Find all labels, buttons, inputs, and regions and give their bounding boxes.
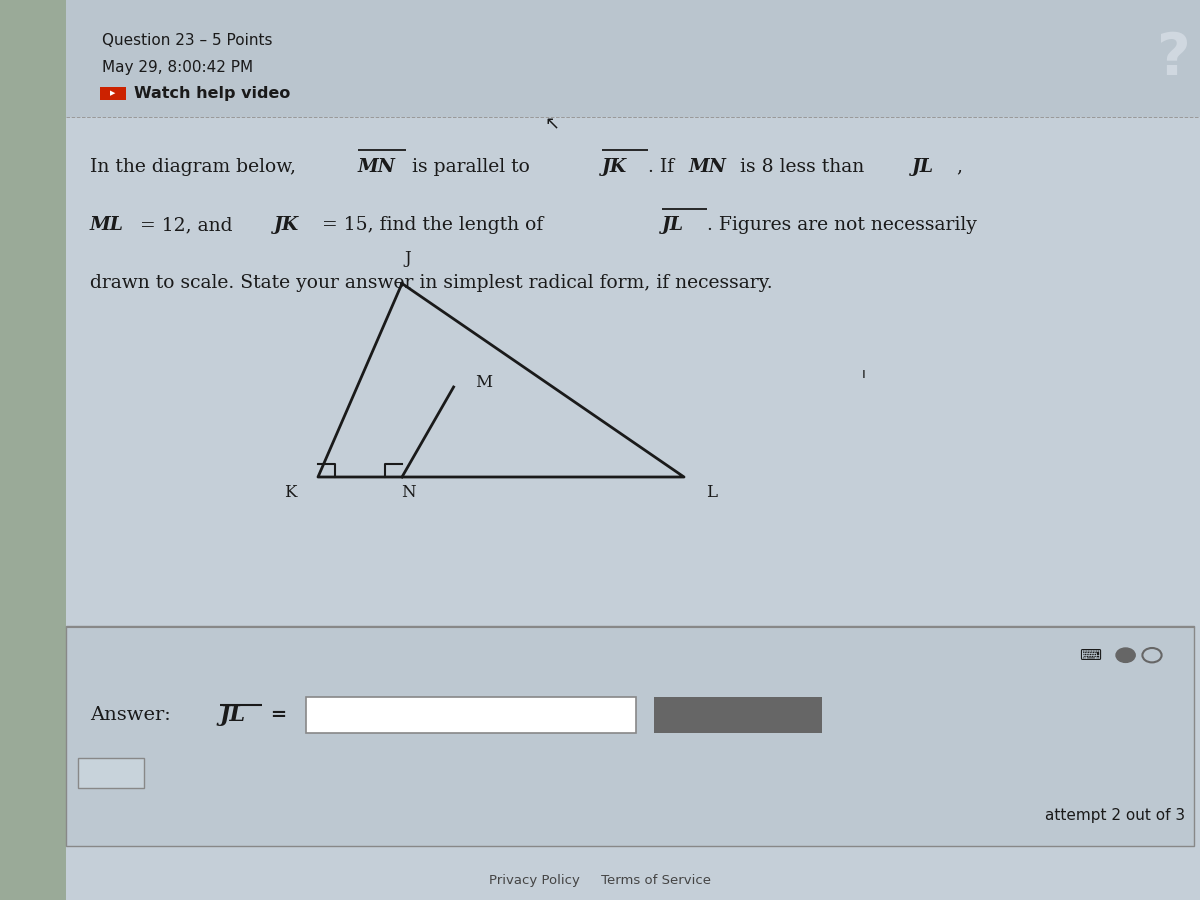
- Text: is parallel to: is parallel to: [406, 158, 535, 176]
- Text: attempt 2 out of 3: attempt 2 out of 3: [1045, 808, 1186, 823]
- FancyBboxPatch shape: [654, 697, 822, 733]
- Text: K: K: [284, 484, 296, 501]
- Text: May 29, 8:00:42 PM: May 29, 8:00:42 PM: [102, 60, 253, 75]
- Text: L: L: [706, 484, 716, 501]
- Text: is 8 less than: is 8 less than: [734, 158, 871, 176]
- Text: drawn to scale. State your answer in simplest radical form, if necessary.: drawn to scale. State your answer in sim…: [90, 274, 773, 292]
- FancyBboxPatch shape: [66, 117, 1200, 900]
- Text: M: M: [475, 374, 492, 391]
- Text: MN: MN: [689, 158, 727, 176]
- FancyBboxPatch shape: [100, 87, 126, 100]
- Text: ?: ?: [1157, 30, 1190, 87]
- Text: = 12, and: = 12, and: [134, 216, 239, 234]
- Text: JK: JK: [274, 216, 299, 234]
- Text: ı: ı: [862, 366, 866, 381]
- Text: Privacy Policy     Terms of Service: Privacy Policy Terms of Service: [490, 874, 710, 886]
- Text: . Figures are not necessarily: . Figures are not necessarily: [707, 216, 977, 234]
- Text: Watch help video: Watch help video: [134, 86, 290, 101]
- FancyBboxPatch shape: [306, 697, 636, 733]
- Text: ⌨: ⌨: [1079, 648, 1100, 662]
- Text: JL: JL: [220, 705, 246, 726]
- Text: JL: JL: [662, 216, 684, 234]
- FancyBboxPatch shape: [66, 0, 1200, 117]
- Text: ↖: ↖: [545, 115, 559, 133]
- Text: √: √: [106, 763, 118, 781]
- Text: =: =: [264, 706, 287, 724]
- Text: JK: JK: [602, 158, 628, 176]
- Text: JL: JL: [912, 158, 934, 176]
- FancyBboxPatch shape: [66, 626, 1194, 846]
- Text: . If: . If: [648, 158, 680, 176]
- FancyBboxPatch shape: [0, 0, 66, 900]
- Text: ML: ML: [90, 216, 124, 234]
- Circle shape: [1116, 648, 1135, 662]
- Text: MN: MN: [358, 158, 396, 176]
- FancyBboxPatch shape: [78, 758, 144, 788]
- Text: ▶: ▶: [110, 91, 115, 96]
- Text: ,: ,: [956, 158, 962, 176]
- Text: Question 23 – 5 Points: Question 23 – 5 Points: [102, 33, 272, 48]
- Text: J: J: [404, 250, 412, 267]
- Text: Submit Answer: Submit Answer: [683, 707, 793, 722]
- Text: In the diagram below,: In the diagram below,: [90, 158, 302, 176]
- Text: = 15, find the length of: = 15, find the length of: [316, 216, 548, 234]
- Text: Answer:: Answer:: [90, 706, 178, 724]
- Text: N: N: [401, 484, 415, 501]
